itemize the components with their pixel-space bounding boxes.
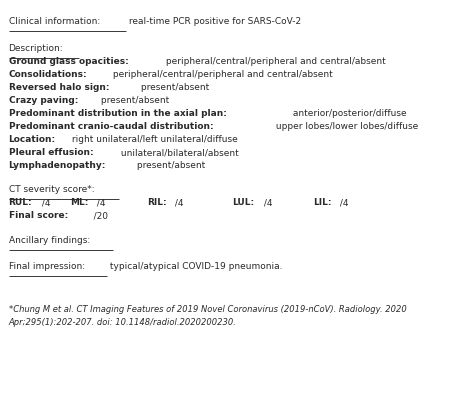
Text: peripheral/central/peripheral and central/absent: peripheral/central/peripheral and centra… (163, 57, 386, 66)
Text: present/absent: present/absent (138, 83, 210, 92)
Text: Lymphadenopathy:: Lymphadenopathy: (9, 161, 106, 170)
Text: Predominant cranio-caudal distribution:: Predominant cranio-caudal distribution: (9, 122, 213, 131)
Text: typical/atypical COVID-19 pneumonia.: typical/atypical COVID-19 pneumonia. (107, 262, 282, 271)
Text: Ancillary findings:: Ancillary findings: (9, 236, 90, 245)
Text: CT severity score*:: CT severity score*: (9, 185, 94, 194)
Text: Apr;295(1):202-207. doi: 10.1148/radiol.2020200230.: Apr;295(1):202-207. doi: 10.1148/radiol.… (9, 318, 237, 327)
Text: present/absent: present/absent (134, 161, 205, 170)
Text: RUL:: RUL: (9, 198, 32, 207)
Text: Predominant distribution in the axial plan:: Predominant distribution in the axial pl… (9, 109, 227, 118)
Text: /4: /4 (337, 198, 348, 207)
Text: Location:: Location: (9, 135, 55, 144)
Text: present/absent: present/absent (98, 96, 169, 105)
Text: Final impression:: Final impression: (9, 262, 85, 271)
Text: Clinical information:: Clinical information: (9, 17, 100, 26)
Text: Final score:: Final score: (9, 211, 68, 220)
Text: ML:: ML: (70, 198, 89, 207)
Text: Crazy paving:: Crazy paving: (9, 96, 78, 105)
Text: /4: /4 (172, 198, 184, 207)
Text: real-time PCR positive for SARS-CoV-2: real-time PCR positive for SARS-CoV-2 (126, 17, 301, 26)
Text: right unilateral/left unilateral/diffuse: right unilateral/left unilateral/diffuse (69, 135, 238, 144)
Text: upper lobes/lower lobes/diffuse: upper lobes/lower lobes/diffuse (273, 122, 418, 131)
Text: RIL:: RIL: (147, 198, 166, 207)
Text: /4: /4 (261, 198, 272, 207)
Text: LUL:: LUL: (232, 198, 255, 207)
Text: LIL:: LIL: (313, 198, 331, 207)
Text: Ground glass opacities:: Ground glass opacities: (9, 57, 128, 66)
Text: Description:: Description: (9, 44, 63, 53)
Text: /20: /20 (85, 211, 108, 220)
Text: /4: /4 (94, 198, 105, 207)
Text: *Chung M et al. CT Imaging Features of 2019 Novel Coronavirus (2019-nCoV). Radio: *Chung M et al. CT Imaging Features of 2… (9, 305, 406, 314)
Text: peripheral/central/peripheral and central/absent: peripheral/central/peripheral and centra… (110, 70, 333, 79)
Text: Pleural effusion:: Pleural effusion: (9, 148, 93, 157)
Text: Consolidations:: Consolidations: (9, 70, 87, 79)
Text: /4: /4 (39, 198, 51, 207)
Text: unilateral/bilateral/absent: unilateral/bilateral/absent (118, 148, 238, 157)
Text: Reversed halo sign:: Reversed halo sign: (9, 83, 109, 92)
Text: anterior/posterior/diffuse: anterior/posterior/diffuse (290, 109, 406, 118)
